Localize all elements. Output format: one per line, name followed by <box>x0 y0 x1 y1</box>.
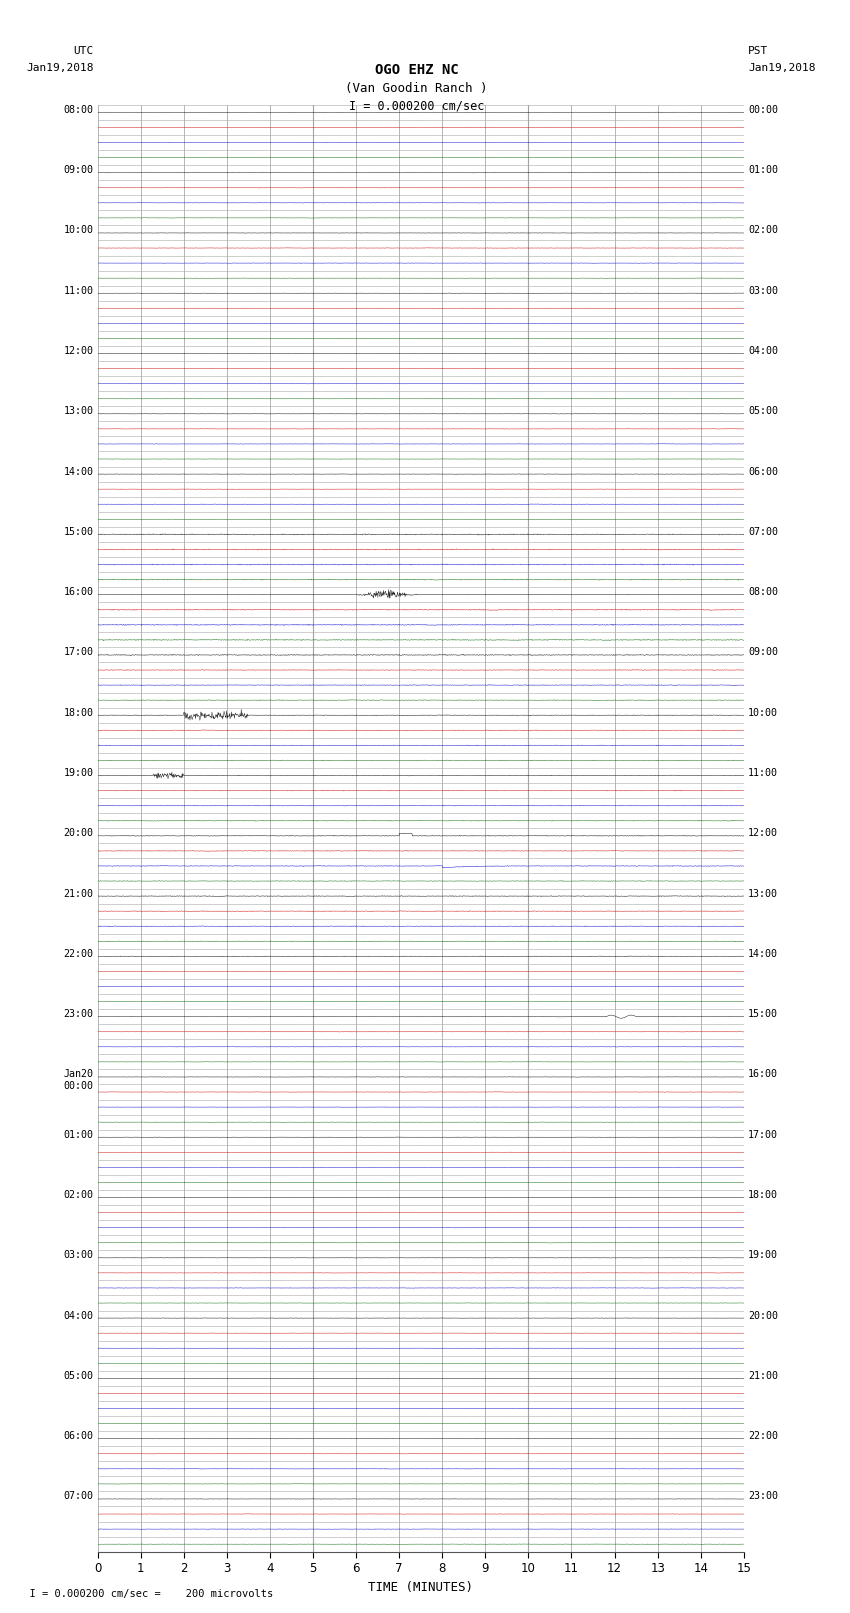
Text: UTC: UTC <box>73 47 94 56</box>
Text: 23:00: 23:00 <box>64 1010 94 1019</box>
Text: 05:00: 05:00 <box>748 406 778 416</box>
Text: 05:00: 05:00 <box>64 1371 94 1381</box>
Text: 08:00: 08:00 <box>64 105 94 115</box>
Text: 06:00: 06:00 <box>748 466 778 476</box>
Text: (Van Goodin Ranch ): (Van Goodin Ranch ) <box>345 82 488 95</box>
Text: Jan19,2018: Jan19,2018 <box>26 63 94 73</box>
Text: 17:00: 17:00 <box>64 647 94 658</box>
Text: 18:00: 18:00 <box>64 708 94 718</box>
Text: 01:00: 01:00 <box>748 165 778 176</box>
Text: 11:00: 11:00 <box>64 286 94 295</box>
Text: I = 0.000200 cm/sec =    200 microvolts: I = 0.000200 cm/sec = 200 microvolts <box>17 1589 273 1598</box>
Text: 04:00: 04:00 <box>748 347 778 356</box>
Text: 08:00: 08:00 <box>748 587 778 597</box>
Text: 22:00: 22:00 <box>748 1431 778 1440</box>
Text: 06:00: 06:00 <box>64 1431 94 1440</box>
Text: 09:00: 09:00 <box>748 647 778 658</box>
Text: Jan19,2018: Jan19,2018 <box>748 63 815 73</box>
Text: 13:00: 13:00 <box>748 889 778 898</box>
Text: 13:00: 13:00 <box>64 406 94 416</box>
Text: 15:00: 15:00 <box>64 527 94 537</box>
Text: 04:00: 04:00 <box>64 1310 94 1321</box>
Text: 07:00: 07:00 <box>748 527 778 537</box>
Text: 02:00: 02:00 <box>64 1190 94 1200</box>
Text: 23:00: 23:00 <box>748 1492 778 1502</box>
Text: 10:00: 10:00 <box>748 708 778 718</box>
Text: 07:00: 07:00 <box>64 1492 94 1502</box>
Text: 00:00: 00:00 <box>748 105 778 115</box>
Text: 20:00: 20:00 <box>64 829 94 839</box>
Text: 01:00: 01:00 <box>64 1129 94 1140</box>
Text: 03:00: 03:00 <box>748 286 778 295</box>
Text: 17:00: 17:00 <box>748 1129 778 1140</box>
Text: 11:00: 11:00 <box>748 768 778 777</box>
Text: 18:00: 18:00 <box>748 1190 778 1200</box>
Text: 19:00: 19:00 <box>64 768 94 777</box>
Text: 21:00: 21:00 <box>64 889 94 898</box>
Text: 12:00: 12:00 <box>748 829 778 839</box>
Text: 16:00: 16:00 <box>64 587 94 597</box>
Text: I = 0.000200 cm/sec: I = 0.000200 cm/sec <box>348 100 484 113</box>
Text: 12:00: 12:00 <box>64 347 94 356</box>
Text: 14:00: 14:00 <box>64 466 94 476</box>
Text: OGO EHZ NC: OGO EHZ NC <box>375 63 458 77</box>
Text: 20:00: 20:00 <box>748 1310 778 1321</box>
Text: 21:00: 21:00 <box>748 1371 778 1381</box>
Text: 19:00: 19:00 <box>748 1250 778 1260</box>
Text: 16:00: 16:00 <box>748 1069 778 1079</box>
Text: 14:00: 14:00 <box>748 948 778 958</box>
Text: Jan20
00:00: Jan20 00:00 <box>64 1069 94 1090</box>
X-axis label: TIME (MINUTES): TIME (MINUTES) <box>368 1581 473 1594</box>
Text: 15:00: 15:00 <box>748 1010 778 1019</box>
Text: 10:00: 10:00 <box>64 226 94 235</box>
Text: PST: PST <box>748 47 768 56</box>
Text: 02:00: 02:00 <box>748 226 778 235</box>
Text: 22:00: 22:00 <box>64 948 94 958</box>
Text: 09:00: 09:00 <box>64 165 94 176</box>
Text: 03:00: 03:00 <box>64 1250 94 1260</box>
